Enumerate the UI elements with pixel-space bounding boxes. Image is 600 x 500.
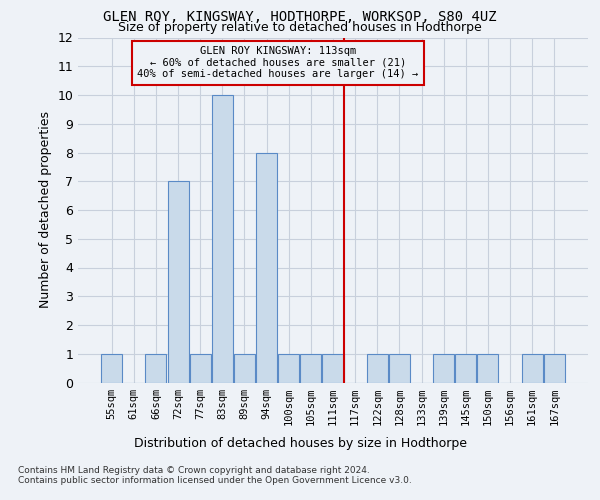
Text: GLEN ROY KINGSWAY: 113sqm
← 60% of detached houses are smaller (21)
40% of semi-: GLEN ROY KINGSWAY: 113sqm ← 60% of detac… — [137, 46, 418, 80]
Bar — [478, 354, 499, 382]
Bar — [145, 354, 166, 382]
Bar — [433, 354, 454, 382]
Bar — [455, 354, 476, 382]
Bar — [301, 354, 322, 382]
Text: GLEN ROY, KINGSWAY, HODTHORPE, WORKSOP, S80 4UZ: GLEN ROY, KINGSWAY, HODTHORPE, WORKSOP, … — [103, 10, 497, 24]
Bar — [101, 354, 122, 382]
Bar — [212, 95, 233, 382]
Text: Contains HM Land Registry data © Crown copyright and database right 2024.: Contains HM Land Registry data © Crown c… — [18, 466, 370, 475]
Text: Size of property relative to detached houses in Hodthorpe: Size of property relative to detached ho… — [118, 21, 482, 34]
Bar — [234, 354, 255, 382]
Bar — [521, 354, 542, 382]
Bar — [278, 354, 299, 382]
Text: Contains public sector information licensed under the Open Government Licence v3: Contains public sector information licen… — [18, 476, 412, 485]
Text: Distribution of detached houses by size in Hodthorpe: Distribution of detached houses by size … — [133, 438, 467, 450]
Bar — [367, 354, 388, 382]
Bar — [256, 152, 277, 382]
Bar — [544, 354, 565, 382]
Bar — [167, 181, 188, 382]
Bar — [322, 354, 344, 382]
Bar — [389, 354, 410, 382]
Bar — [190, 354, 211, 382]
Y-axis label: Number of detached properties: Number of detached properties — [39, 112, 52, 308]
